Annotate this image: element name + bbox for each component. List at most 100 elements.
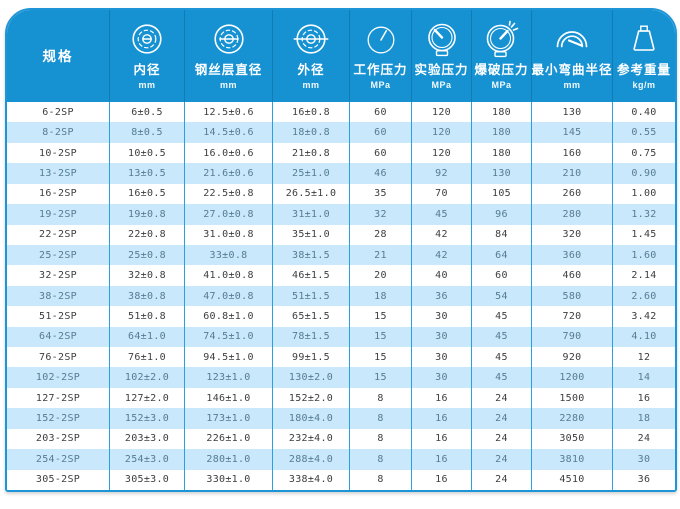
value-cell: 720 (532, 306, 613, 327)
spec-cell: 51-2SP (7, 306, 110, 327)
value-cell: 35±1.0 (273, 224, 350, 245)
column-header: 最小弯曲半径 mm (532, 10, 613, 102)
table-row: 64-2SP 64±1.0 74.5±1.0 78±1.5 15 30 45 790 4.10 (7, 326, 675, 348)
column-header: 外径 mm (273, 10, 350, 102)
value-cell: 120 (412, 122, 472, 143)
table-row: 152-2SP 152±3.0 173±1.0 180±4.0 8 16 24 2280 18 (7, 408, 675, 429)
value-cell: 1.32 (631, 208, 657, 220)
value-cell: 6±0.5 (110, 102, 185, 123)
value-cell: 203±3.0 (110, 428, 185, 450)
value-cell: 4510 (532, 469, 613, 490)
outer-diameter-icon (291, 15, 331, 63)
column-header: 钢丝层直径 mm (185, 10, 273, 102)
value-cell: 74.5±1.0 (185, 326, 273, 348)
value-cell: 84 (472, 224, 532, 245)
value-cell: 51±1.5 (273, 285, 350, 307)
value-cell: 35 (350, 183, 412, 205)
value-cell: 46 (350, 163, 412, 184)
column-header-unit: mm (219, 80, 237, 90)
value-cell: 4.10 (631, 331, 657, 343)
value-cell: 60 (350, 102, 412, 123)
wire-layer-diameter-icon (209, 15, 249, 63)
value-cell: 130 (532, 102, 613, 123)
value-cell: 38±0.8 (110, 285, 185, 307)
spec-cell: 8-2SP (7, 122, 110, 143)
column-header-unit: mm (138, 80, 156, 90)
value-cell: 3.42 (631, 310, 657, 322)
value-cell: 0.75 (631, 147, 657, 159)
value-cell: 152±2.0 (273, 387, 350, 409)
table-row: 22-2SP 22±0.8 31.0±0.8 35±1.0 28 42 84 320 1.45 (7, 224, 675, 245)
value-cell: 8 (350, 408, 412, 429)
value-cell: 0.90 (631, 167, 657, 179)
value-cell: 10±0.5 (110, 142, 185, 164)
value-cell: 2.14 (631, 270, 657, 282)
burst-pressure-gauge-icon (482, 15, 522, 63)
value-cell: 180 (472, 102, 532, 123)
value-cell: 16 (412, 408, 472, 429)
spec-cell: 6-2SP (7, 102, 110, 123)
value-cell: 99±1.5 (273, 347, 350, 368)
value-cell: 60 (472, 265, 532, 286)
value-cell: 16 (412, 387, 472, 409)
value-cell: 42 (412, 244, 472, 266)
table-row: 6-2SP 6±0.5 12.5±0.6 16±0.8 60 120 180 130 0.40 (7, 102, 675, 123)
value-cell: 22±0.8 (110, 224, 185, 245)
value-cell: 24 (637, 433, 651, 445)
spec-cell: 203-2SP (7, 428, 110, 450)
column-header-label: 工作压力 (353, 63, 408, 77)
spec-cell: 254-2SP (7, 449, 110, 470)
value-cell: 3810 (532, 449, 613, 470)
value-cell: 20 (350, 265, 412, 286)
value-cell: 8 (350, 428, 412, 450)
value-cell: 1.60 (631, 249, 657, 261)
value-cell: 18±0.8 (273, 122, 350, 143)
value-cell: 8 (350, 469, 412, 490)
value-cell: 15 (350, 326, 412, 348)
value-cell: 96 (472, 204, 532, 225)
value-cell: 64 (472, 244, 532, 266)
value-cell: 145 (532, 122, 613, 143)
value-cell: 2.60 (631, 290, 657, 302)
column-header: 工作压力 MPa (350, 10, 412, 102)
value-cell: 28 (350, 224, 412, 245)
value-cell: 254±3.0 (110, 449, 185, 470)
value-cell: 3050 (532, 428, 613, 450)
value-cell: 40 (412, 265, 472, 286)
column-header-unit: MPa (370, 80, 391, 90)
value-cell: 18 (350, 285, 412, 307)
value-cell: 16 (412, 469, 472, 490)
table-row: 13-2SP 13±0.5 21.6±0.6 25±1.0 46 92 130 210 0.90 (7, 163, 675, 184)
table-row: 16-2SP 16±0.5 22.5±0.8 26.5±1.0 35 70 105 260 1.… (7, 183, 675, 205)
column-header-label: 参考重量 (616, 63, 671, 77)
value-cell: 47.0±0.8 (185, 285, 273, 307)
spec-cell: 25-2SP (7, 244, 110, 266)
column-header-label: 爆破压力 (474, 63, 529, 77)
value-cell: 8±0.5 (110, 122, 185, 143)
value-cell: 24 (472, 449, 532, 470)
value-cell: 30 (412, 367, 472, 388)
value-cell: 15 (350, 347, 412, 368)
value-cell: 0.40 (631, 106, 657, 118)
value-cell: 21 (350, 244, 412, 266)
table-row: 305-2SP 305±3.0 330±1.0 338±4.0 8 16 24 4510 36 (7, 469, 675, 490)
value-cell: 16 (637, 392, 651, 404)
value-cell: 30 (412, 306, 472, 327)
value-cell: 232±4.0 (273, 428, 350, 450)
value-cell: 64±1.0 (110, 326, 185, 348)
value-cell: 41.0±0.8 (185, 265, 273, 286)
value-cell: 25±0.8 (110, 244, 185, 266)
column-header-label: 规格 (42, 48, 74, 64)
value-cell: 460 (532, 265, 613, 286)
table-row: 8-2SP 8±0.5 14.5±0.6 18±0.8 60 120 180 145 0.55 (7, 122, 675, 143)
value-cell: 60 (350, 142, 412, 164)
value-cell: 36 (637, 474, 651, 486)
bend-radius-arc-icon (552, 15, 592, 63)
value-cell: 30 (412, 326, 472, 348)
value-cell: 130±2.0 (273, 367, 350, 388)
column-header: 规格 (7, 10, 110, 102)
value-cell: 30 (637, 453, 651, 465)
value-cell: 15 (350, 306, 412, 327)
value-cell: 146±1.0 (185, 387, 273, 409)
column-header-unit: MPa (431, 80, 452, 90)
